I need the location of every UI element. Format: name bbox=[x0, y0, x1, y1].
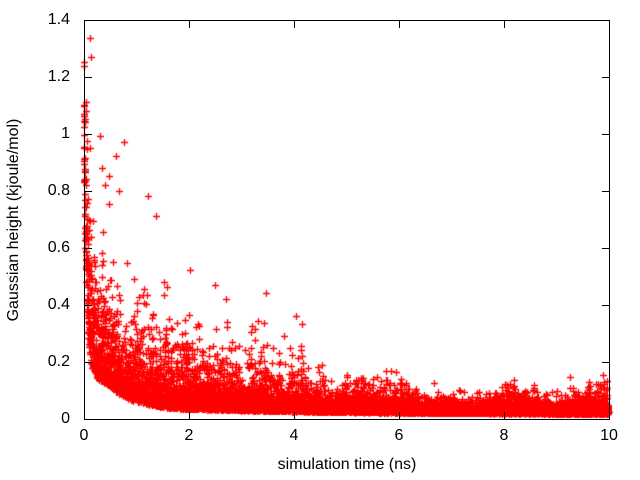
tick-mark bbox=[85, 305, 92, 306]
tick-mark bbox=[602, 191, 609, 192]
tick-mark bbox=[602, 419, 609, 420]
x-tick-label: 4 bbox=[289, 427, 299, 444]
y-tick-label: 1 bbox=[61, 125, 70, 142]
tick-mark bbox=[85, 362, 92, 363]
y-tick-label: 1.4 bbox=[47, 11, 70, 28]
x-tick-label: 8 bbox=[499, 427, 509, 444]
x-tick-label: 0 bbox=[79, 427, 89, 444]
tick-mark bbox=[294, 21, 295, 28]
tick-mark bbox=[85, 191, 92, 192]
tick-mark bbox=[84, 412, 85, 419]
tick-mark bbox=[602, 362, 609, 363]
tick-mark bbox=[602, 305, 609, 306]
tick-mark bbox=[85, 419, 92, 420]
tick-mark bbox=[399, 21, 400, 28]
tick-mark bbox=[504, 21, 505, 28]
tick-mark bbox=[602, 20, 609, 21]
x-axis-label: simulation time (ns) bbox=[277, 456, 417, 473]
tick-mark bbox=[504, 412, 505, 419]
y-tick-label: 0 bbox=[61, 410, 70, 427]
tick-mark bbox=[85, 77, 92, 78]
x-tick-label: 6 bbox=[394, 427, 404, 444]
tick-mark bbox=[399, 412, 400, 419]
tick-mark bbox=[602, 134, 609, 135]
x-tick-label: 10 bbox=[600, 427, 618, 444]
tick-mark bbox=[602, 77, 609, 78]
y-tick-label: 0.2 bbox=[47, 353, 70, 370]
tick-mark bbox=[85, 134, 92, 135]
y-tick-label: 1.2 bbox=[47, 68, 70, 85]
tick-mark bbox=[609, 21, 610, 28]
tick-mark bbox=[189, 412, 190, 419]
y-axis-label: Gaussian height (kjoule/mol) bbox=[5, 118, 22, 322]
tick-mark bbox=[602, 248, 609, 249]
tick-mark bbox=[189, 21, 190, 28]
tick-mark bbox=[85, 248, 92, 249]
tick-mark bbox=[609, 412, 610, 419]
y-tick-label: 0.6 bbox=[47, 239, 70, 256]
x-tick-label: 2 bbox=[184, 427, 194, 444]
tick-mark bbox=[294, 412, 295, 419]
y-tick-label: 0.4 bbox=[47, 296, 70, 313]
tick-mark bbox=[84, 21, 85, 28]
tick-mark bbox=[85, 20, 92, 21]
y-tick-label: 0.8 bbox=[47, 182, 70, 199]
plot-border bbox=[84, 20, 610, 420]
